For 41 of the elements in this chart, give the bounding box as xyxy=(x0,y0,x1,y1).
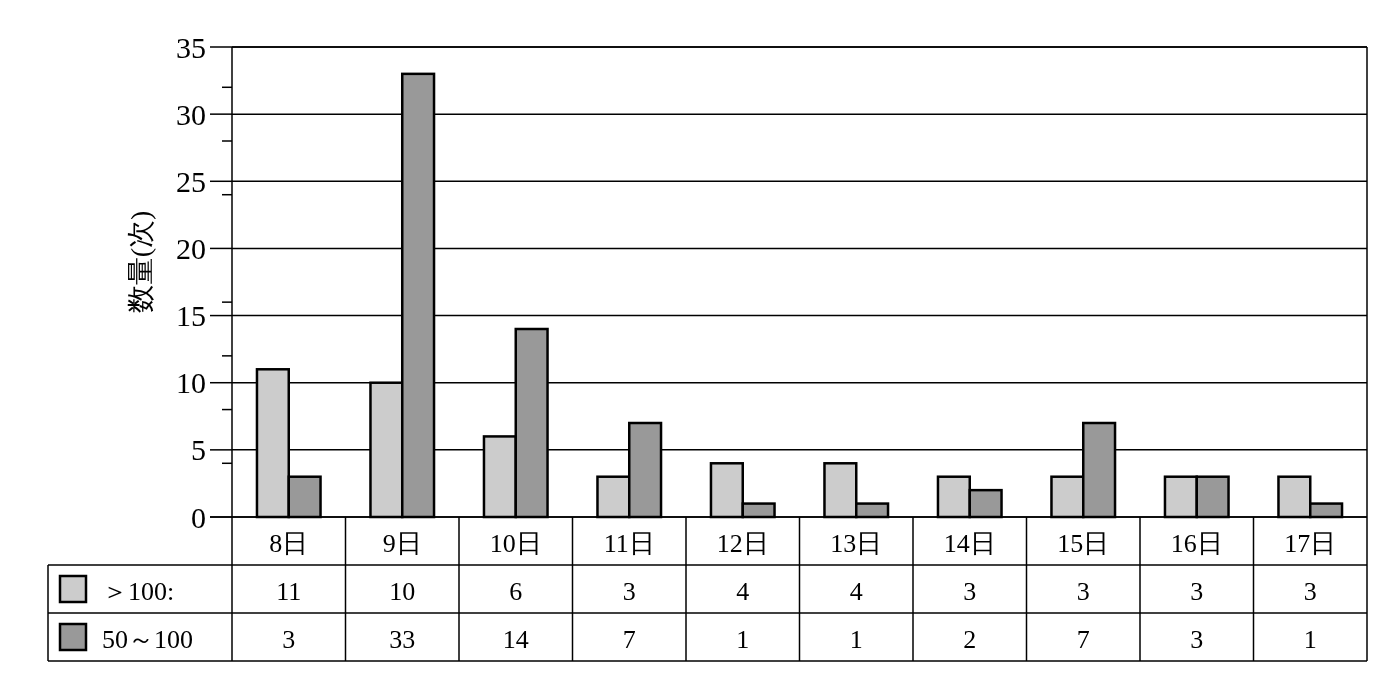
y-tick-label: 10 xyxy=(176,366,206,400)
data-label: 14 xyxy=(502,624,529,654)
y-tick-label: 20 xyxy=(176,231,206,265)
x-tick-label: 14日 xyxy=(943,528,996,558)
y-tick-label: 15 xyxy=(176,299,206,333)
data-label: 11 xyxy=(276,576,302,606)
y-tick-label: 5 xyxy=(191,433,206,467)
data-label: 3 xyxy=(1190,624,1204,654)
data-label: 7 xyxy=(1076,624,1090,654)
x-tick-label: 16日 xyxy=(1170,528,1223,558)
data-label: 4 xyxy=(849,576,863,606)
x-tick-label: 11日 xyxy=(603,528,655,558)
y-tick-label: 35 xyxy=(176,30,206,64)
data-label: 10 xyxy=(389,576,416,606)
x-tick-label: 13日 xyxy=(830,528,883,558)
data-label: 6 xyxy=(509,576,523,606)
data-label: 3 xyxy=(282,624,296,654)
data-label: 3 xyxy=(1076,576,1090,606)
data-label: 7 xyxy=(622,624,636,654)
data-label: 3 xyxy=(963,576,977,606)
x-tick-label: 12日 xyxy=(716,528,769,558)
x-tick-label: 10日 xyxy=(489,528,542,558)
data-label: 2 xyxy=(963,624,977,654)
data-label: 1 xyxy=(1303,624,1317,654)
y-tick-label: 0 xyxy=(191,500,206,534)
x-tick-label: 17日 xyxy=(1284,528,1337,558)
data-label: 1 xyxy=(849,624,863,654)
legend-label: ＞100: xyxy=(102,576,175,606)
y-tick-label: 25 xyxy=(176,164,206,198)
data-label: 3 xyxy=(1303,576,1317,606)
y-tick-label: 30 xyxy=(176,97,206,131)
data-label: 33 xyxy=(389,624,416,654)
y-axis-title: 数量(次) xyxy=(124,210,156,314)
data-label: 3 xyxy=(622,576,636,606)
x-tick-label: 15日 xyxy=(1057,528,1110,558)
data-label: 4 xyxy=(736,576,750,606)
x-tick-label: 8日 xyxy=(269,528,309,558)
data-label: 3 xyxy=(1190,576,1204,606)
x-tick-label: 9日 xyxy=(382,528,422,558)
legend-label: 50～100 xyxy=(102,624,193,654)
data-label: 1 xyxy=(736,624,750,654)
